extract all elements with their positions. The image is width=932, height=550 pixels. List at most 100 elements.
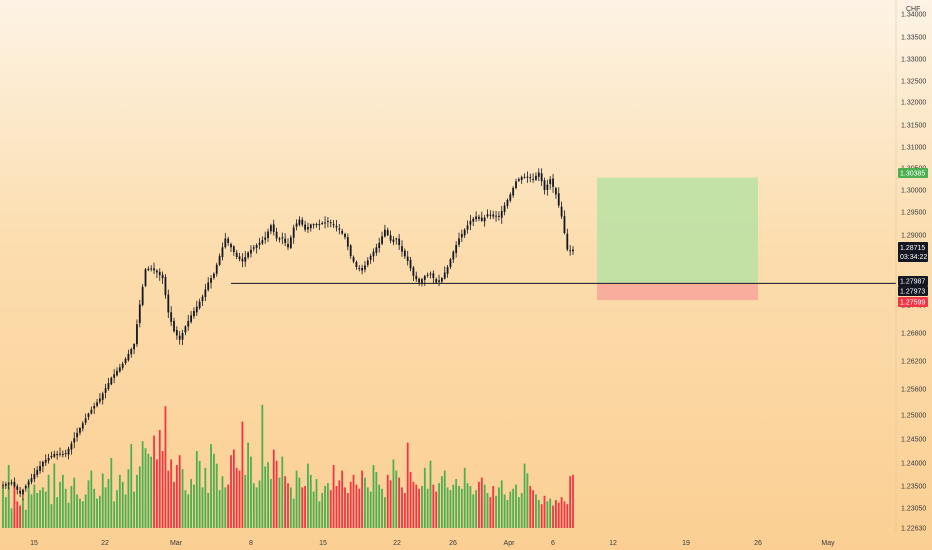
profit-zone[interactable] — [597, 177, 758, 284]
candle[interactable] — [218, 253, 221, 266]
candle[interactable] — [281, 232, 284, 245]
candle[interactable] — [195, 300, 198, 316]
candle[interactable] — [329, 219, 332, 228]
candle[interactable] — [529, 173, 532, 183]
candle[interactable] — [301, 217, 304, 227]
candle[interactable] — [76, 428, 78, 442]
candle[interactable] — [403, 248, 406, 259]
candle[interactable] — [466, 220, 469, 234]
candle[interactable] — [498, 211, 500, 221]
candle[interactable] — [275, 227, 278, 242]
candle[interactable] — [526, 171, 529, 183]
candle[interactable] — [332, 220, 335, 229]
candle[interactable] — [110, 376, 113, 386]
candle[interactable] — [164, 273, 167, 299]
candle[interactable] — [292, 224, 295, 244]
candle[interactable] — [81, 421, 84, 432]
candle[interactable] — [560, 201, 563, 219]
candle[interactable] — [184, 325, 187, 336]
candle[interactable] — [312, 223, 315, 229]
candle[interactable] — [381, 231, 383, 246]
candle[interactable] — [344, 232, 346, 240]
candle[interactable] — [361, 264, 363, 275]
candle[interactable] — [418, 277, 420, 286]
candle[interactable] — [213, 272, 215, 280]
candle[interactable] — [138, 299, 141, 328]
candle[interactable] — [87, 412, 90, 420]
candle[interactable] — [204, 283, 207, 302]
candle[interactable] — [215, 262, 218, 277]
candle[interactable] — [503, 202, 506, 216]
candle[interactable] — [272, 219, 275, 236]
candle[interactable] — [455, 241, 458, 258]
candle[interactable] — [395, 237, 398, 245]
candle[interactable] — [392, 236, 395, 246]
candle[interactable] — [90, 406, 93, 415]
candle[interactable] — [56, 450, 59, 460]
candle[interactable] — [555, 186, 557, 199]
candle[interactable] — [384, 224, 386, 238]
candle[interactable] — [50, 451, 53, 459]
candle[interactable] — [64, 449, 67, 458]
candle[interactable] — [346, 233, 349, 251]
candle[interactable] — [201, 294, 204, 306]
candle[interactable] — [398, 234, 401, 251]
candle[interactable] — [358, 265, 361, 272]
candle[interactable] — [210, 274, 212, 289]
candle[interactable] — [255, 243, 258, 254]
candle[interactable] — [224, 232, 227, 249]
candle[interactable] — [158, 268, 161, 281]
candle[interactable] — [19, 486, 21, 498]
candle[interactable] — [355, 260, 358, 270]
candle[interactable] — [543, 177, 546, 195]
candle[interactable] — [535, 172, 537, 182]
candle[interactable] — [232, 245, 235, 256]
candle[interactable] — [133, 343, 135, 355]
candle[interactable] — [178, 330, 181, 345]
candle[interactable] — [478, 214, 480, 222]
candle[interactable] — [463, 228, 466, 238]
candle[interactable] — [458, 232, 460, 248]
candle[interactable] — [441, 277, 443, 284]
candle[interactable] — [378, 237, 381, 253]
candle[interactable] — [221, 242, 224, 261]
candle[interactable] — [443, 266, 446, 280]
candle[interactable] — [227, 236, 230, 246]
candle[interactable] — [517, 177, 520, 183]
candle[interactable] — [116, 367, 118, 377]
candle[interactable] — [304, 220, 306, 232]
candle[interactable] — [389, 230, 392, 244]
candle[interactable] — [113, 369, 116, 384]
candle[interactable] — [16, 484, 19, 495]
candle[interactable] — [124, 357, 127, 365]
candle[interactable] — [563, 210, 566, 235]
candle[interactable] — [438, 274, 440, 287]
candle[interactable] — [250, 245, 252, 258]
candle[interactable] — [267, 228, 269, 242]
candle[interactable] — [429, 271, 432, 279]
candle[interactable] — [93, 402, 96, 414]
candle-series[interactable] — [2, 168, 574, 501]
candle[interactable] — [321, 221, 324, 225]
candle[interactable] — [207, 277, 210, 292]
candle[interactable] — [307, 222, 309, 233]
candle[interactable] — [509, 192, 512, 203]
candle[interactable] — [258, 237, 261, 250]
candle[interactable] — [141, 284, 144, 307]
candle[interactable] — [39, 461, 41, 474]
candle[interactable] — [235, 250, 238, 260]
candle[interactable] — [335, 219, 338, 232]
candle[interactable] — [230, 242, 232, 253]
candle[interactable] — [520, 175, 523, 185]
candle[interactable] — [13, 477, 16, 488]
candle[interactable] — [409, 256, 412, 272]
candle[interactable] — [460, 229, 463, 243]
candle[interactable] — [415, 271, 418, 282]
candle[interactable] — [364, 261, 366, 273]
candle[interactable] — [264, 231, 267, 244]
candle[interactable] — [270, 223, 272, 235]
candle[interactable] — [537, 168, 540, 182]
candle[interactable] — [318, 219, 321, 231]
candle[interactable] — [372, 248, 375, 262]
entry-price-tag[interactable]: 1.27973 — [898, 286, 928, 296]
